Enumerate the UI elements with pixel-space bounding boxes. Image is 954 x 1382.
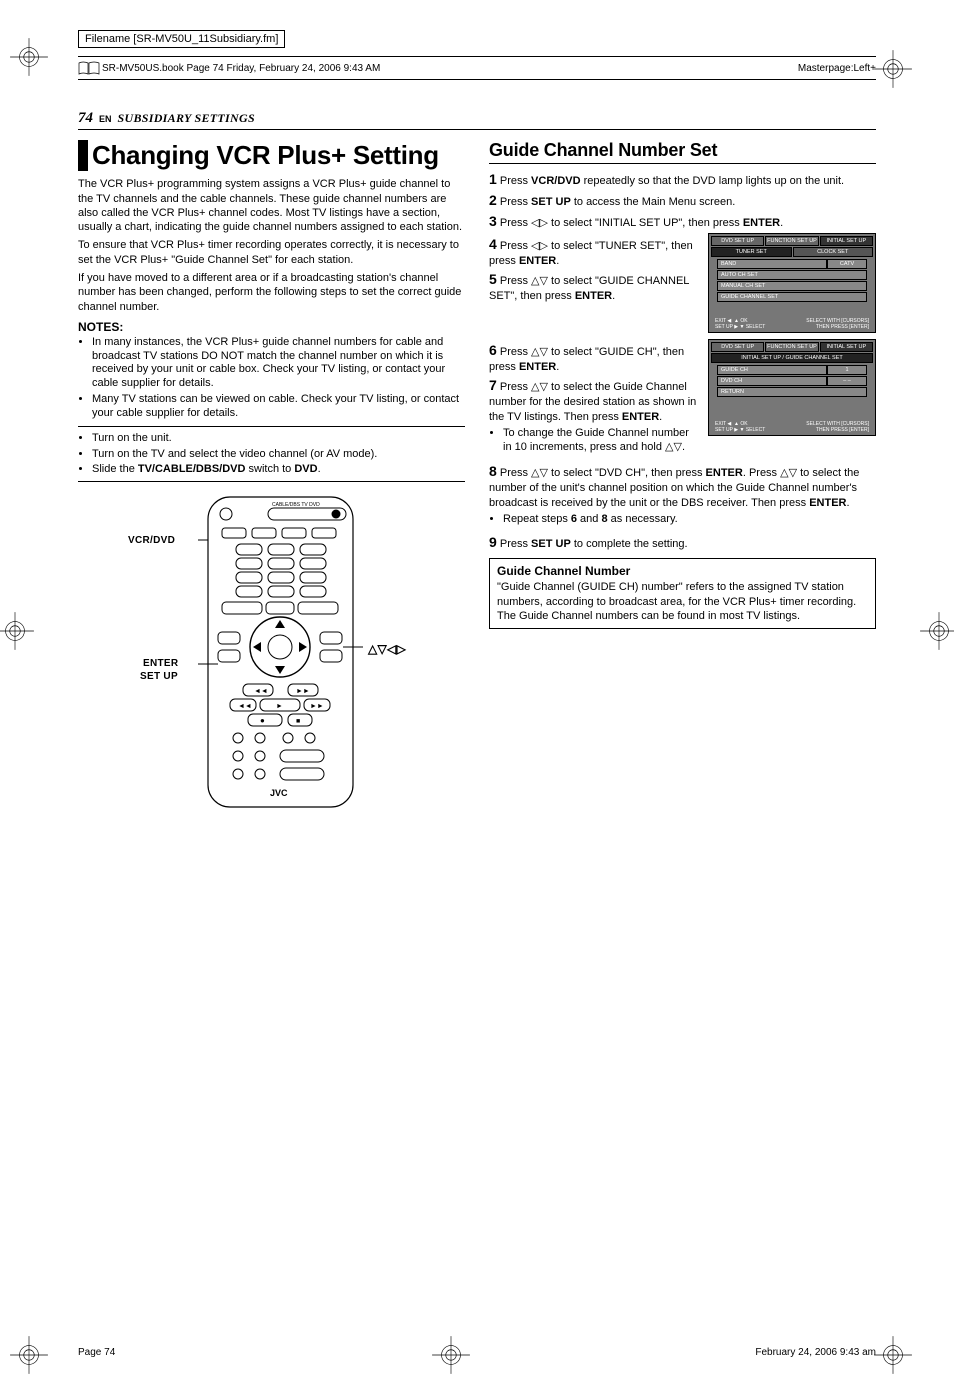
intro-para-2: To ensure that VCR Plus+ timer recording…	[78, 238, 465, 267]
osd-tab: INITIAL SET UP	[820, 342, 873, 352]
page-lang: EN	[99, 114, 112, 124]
intro-para-1: The VCR Plus+ programming system assigns…	[78, 177, 465, 234]
footer-date: February 24, 2006 9:43 am	[755, 1347, 876, 1358]
heading-rule	[489, 163, 876, 164]
svg-text:■: ■	[296, 718, 300, 725]
step-4: 4 Press ◁▷ to select "TUNER SET", then p…	[489, 235, 700, 269]
svg-text:►: ►	[276, 703, 283, 710]
osd-tab: DVD SET UP	[711, 236, 764, 246]
svg-text:●: ●	[260, 716, 265, 725]
remote-label-enter: ENTER	[143, 658, 178, 669]
preparation-box: Turn on the unit. Turn on the TV and sel…	[78, 426, 465, 482]
reg-mark	[872, 48, 914, 90]
step-6: 6 Press △▽ to select "GUIDE CH", then pr…	[489, 341, 700, 375]
remote-label-vcrdvd: VCR/DVD	[128, 535, 175, 546]
reg-mark	[872, 1334, 914, 1376]
step-2: 2 Press SET UP to access the Main Menu s…	[489, 191, 876, 210]
right-column: Guide Channel Number Set 1 Press VCR/DVD…	[489, 140, 876, 822]
osd-screenshot-1: DVD SET UP FUNCTION SET UP INITIAL SET U…	[708, 233, 876, 335]
remote-label-arrows: △▽◁▷	[368, 642, 406, 656]
notes-heading: NOTES:	[78, 320, 465, 334]
osd-screenshot-2: DVD SET UP FUNCTION SET UP INITIAL SET U…	[708, 339, 876, 438]
guide-channel-info-box: Guide Channel Number "Guide Channel (GUI…	[489, 558, 876, 629]
step-1: 1 Press VCR/DVD repeatedly so that the D…	[489, 170, 876, 189]
filename-label: Filename [SR-MV50U_11Subsidiary.fm]	[78, 30, 285, 48]
main-title-text: Changing VCR Plus+ Setting	[92, 140, 439, 171]
book-icon	[78, 61, 96, 75]
step-5: 5 Press △▽ to select "GUIDE CHANNEL SET"…	[489, 270, 700, 304]
step-8-note: Repeat steps 6 and 8 as necessary.	[503, 513, 876, 527]
osd-subtab: INITIAL SET UP / GUIDE CHANNEL SET	[711, 353, 873, 363]
page-number: 74	[78, 110, 93, 127]
remote-svg: CABLE/DBS TV DVD	[198, 492, 363, 812]
svg-text:◄◄: ◄◄	[254, 688, 268, 695]
section-title: SUBSIDIARY SETTINGS	[118, 111, 255, 126]
book-header-row: SR-MV50US.book Page 74 Friday, February …	[78, 56, 876, 80]
osd-tab: DVD SET UP	[711, 342, 764, 352]
bold-text: TV/CABLE/DBS/DVD	[138, 463, 246, 475]
intro-para-3: If you have moved to a different area or…	[78, 271, 465, 314]
step-8: 8 Press △▽ to select "DVD CH", then pres…	[489, 462, 876, 511]
step-3: 3 Press ◁▷ to select "INITIAL SET UP", t…	[489, 212, 876, 231]
remote-brand: JVC	[270, 788, 288, 798]
remote-diagram: VCR/DVD ENTER SET UP △▽◁▷ CABLE/DBS TV D…	[78, 492, 465, 822]
osd-tab: FUNCTION SET UP	[765, 342, 818, 352]
osd-tab: FUNCTION SET UP	[765, 236, 818, 246]
reg-mark	[8, 1334, 50, 1376]
reg-mark	[918, 610, 954, 652]
svg-text:►►: ►►	[296, 688, 310, 695]
bold-text: DVD	[294, 463, 317, 475]
svg-text:►►: ►►	[310, 703, 324, 710]
step-7-note: To change the Guide Channel number in 10…	[503, 427, 700, 455]
page-section-header: 74 EN SUBSIDIARY SETTINGS	[78, 110, 876, 130]
note-item: Many TV stations can be viewed on cable.…	[92, 393, 465, 421]
page-root: Filename [SR-MV50U_11Subsidiary.fm] SR-M…	[0, 0, 954, 1382]
masterpage-label: Masterpage:Left+	[798, 63, 876, 74]
info-box-heading: Guide Channel Number	[497, 564, 868, 580]
prep-item: Slide the TV/CABLE/DBS/DVD switch to DVD…	[92, 462, 465, 476]
step-9: 9 Press SET UP to complete the setting.	[489, 533, 876, 552]
prep-item: Turn on the TV and select the video chan…	[92, 447, 465, 461]
reg-mark	[0, 610, 36, 652]
remote-switch-text: CABLE/DBS TV DVD	[272, 502, 320, 508]
book-header-text: SR-MV50US.book Page 74 Friday, February …	[102, 63, 380, 74]
info-box-body: "Guide Channel (GUIDE CH) number" refers…	[497, 580, 868, 623]
main-title: Changing VCR Plus+ Setting	[78, 140, 465, 171]
step-7: 7 Press △▽ to select the Guide Channel n…	[489, 376, 700, 425]
remote-label-setup: SET UP	[140, 671, 178, 682]
osd-tab: INITIAL SET UP	[820, 236, 873, 246]
sub-heading: Guide Channel Number Set	[489, 140, 876, 161]
prep-item: Turn on the unit.	[92, 431, 465, 445]
note-item: In many instances, the VCR Plus+ guide c…	[92, 336, 465, 391]
footer-page: Page 74	[78, 1347, 115, 1358]
page-footer: Page 74 February 24, 2006 9:43 am	[78, 1347, 876, 1358]
osd-subtab: CLOCK SET	[793, 247, 874, 257]
left-column: Changing VCR Plus+ Setting The VCR Plus+…	[78, 140, 465, 822]
osd-subtab: TUNER SET	[711, 247, 792, 257]
svg-text:◄◄: ◄◄	[238, 703, 252, 710]
title-bar-icon	[78, 140, 88, 171]
notes-list: In many instances, the VCR Plus+ guide c…	[78, 336, 465, 421]
reg-mark	[8, 36, 50, 78]
